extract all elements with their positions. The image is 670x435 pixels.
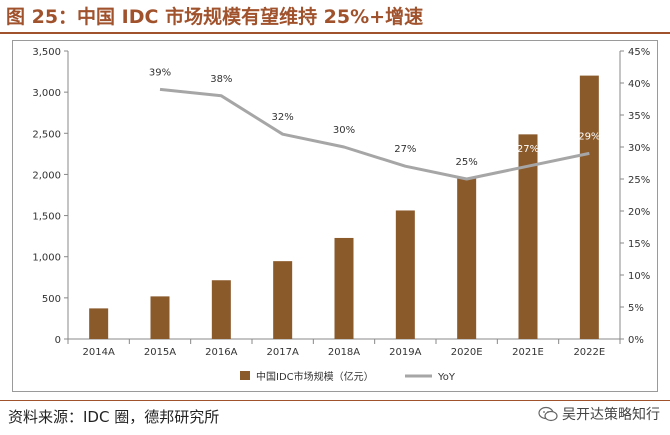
y-right-tick-label: 0%	[628, 335, 644, 346]
y-right-tick-label: 10%	[628, 271, 650, 282]
y-right-tick-label: 30%	[628, 143, 650, 154]
y-left-tick-label: 2,500	[32, 129, 61, 140]
bar	[518, 134, 538, 339]
wechat-icon	[538, 406, 558, 422]
y-right-tick-label: 15%	[628, 239, 650, 250]
bar	[211, 280, 231, 339]
y-right-tick-label: 40%	[628, 79, 650, 90]
yoy-data-label: 27%	[394, 144, 416, 155]
title-divider	[0, 32, 670, 34]
y-right-tick-label: 20%	[628, 207, 650, 218]
y-right-tick-label: 5%	[628, 303, 644, 314]
bar	[89, 308, 109, 339]
bar	[273, 261, 293, 339]
legend-bar-swatch	[240, 371, 250, 380]
bar	[395, 210, 415, 339]
watermark-text: 吴开达策略知行	[562, 407, 660, 423]
y-left-tick-label: 1,000	[32, 253, 61, 264]
watermark: 吴开达策略知行	[538, 404, 660, 424]
y-left-tick-label: 2,000	[32, 170, 61, 181]
y-left-tick-label: 0	[55, 335, 61, 346]
bar	[579, 75, 599, 340]
bar	[150, 296, 170, 339]
chart-canvas: 0 500 1,000 1,500 2,000 2,500 3,000 3,500 0% 5% 10…	[32, 47, 650, 383]
x-tick-label: 2021E	[512, 347, 544, 358]
y-left-tick-label: 3,500	[32, 47, 61, 58]
y-right-tick-label: 35%	[628, 111, 650, 122]
yoy-data-label: 27%	[517, 144, 539, 155]
footer-divider	[0, 400, 670, 401]
legend-bar-label: 中国IDC市场规模（亿元）	[256, 370, 374, 383]
yoy-data-label: 39%	[149, 67, 171, 78]
x-tick-label: 2017A	[267, 347, 299, 358]
x-tick-label: 2019A	[389, 347, 421, 358]
x-tick-label: 2018A	[328, 347, 360, 358]
y-left-tick-label: 500	[42, 294, 61, 305]
yoy-line	[159, 87, 590, 181]
y-left-tick-label: 1,500	[32, 212, 61, 223]
y-left-tick-label: 3,000	[32, 88, 61, 99]
y-right-tick-label: 45%	[628, 47, 650, 58]
y-right-tick-label: 25%	[628, 175, 650, 186]
yoy-data-label: 30%	[333, 125, 355, 136]
bar	[457, 177, 477, 339]
chart-frame	[12, 40, 658, 392]
source-note: 资料来源：IDC 圈，德邦研究所	[8, 408, 220, 426]
legend-line-label: YoY	[437, 372, 456, 383]
yoy-data-label: 38%	[210, 74, 232, 85]
x-tick-label: 2016A	[205, 347, 237, 358]
yoy-data-label: 32%	[272, 112, 294, 123]
x-tick-label: 2014A	[83, 347, 115, 358]
bar	[334, 237, 354, 339]
figure-title: 图 25：中国 IDC 市场规模有望维持 25%+增速	[6, 6, 424, 28]
yoy-data-label: 25%	[456, 157, 478, 168]
x-tick-label: 2020E	[451, 347, 483, 358]
yoy-data-label: 29%	[578, 131, 600, 142]
x-tick-label: 2015A	[144, 347, 176, 358]
x-tick-label: 2022E	[573, 347, 605, 358]
